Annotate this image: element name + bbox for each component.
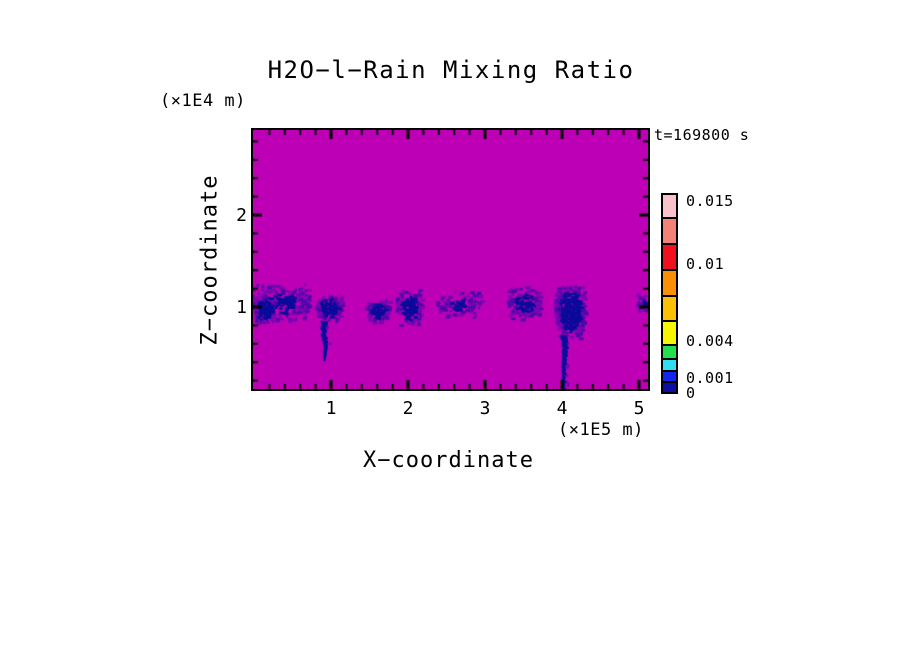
- heatmap-canvas: [253, 130, 648, 389]
- x-tick-label-2: 2: [402, 398, 414, 419]
- colorbar-label-0004: 0.004: [686, 332, 734, 350]
- colorbar-label-0: 0: [686, 384, 696, 402]
- colorbar-segment: [663, 320, 676, 344]
- z-tick-label-1: 1: [236, 297, 247, 318]
- colorbar-segment: [663, 195, 676, 217]
- z-axis-title: Z−coordinate: [197, 174, 223, 346]
- x-tick-label-4: 4: [556, 398, 568, 419]
- x-axis-unit-label: (×1E5 m): [558, 420, 644, 440]
- x-tick-label-1: 1: [325, 398, 337, 419]
- colorbar-label-0001: 0.001: [686, 369, 734, 387]
- colorbar-segment: [663, 269, 676, 295]
- x-tick-label-3: 3: [479, 398, 491, 419]
- x-tick-label-5: 5: [633, 398, 645, 419]
- colorbar-segment: [663, 217, 676, 243]
- z-tick-label-2: 2: [236, 205, 247, 226]
- colorbar-label-001: 0.01: [686, 255, 725, 273]
- colorbar-segment: [663, 344, 676, 358]
- x-axis-title: X−coordinate: [363, 448, 534, 473]
- colorbar-label-0015: 0.015: [686, 192, 734, 210]
- time-annotation: t=169800 s: [654, 126, 750, 144]
- colorbar-segment: [663, 358, 676, 370]
- plot-area: [251, 128, 650, 391]
- colorbar-segment: [663, 295, 676, 320]
- z-axis-unit-label: (×1E4 m): [160, 91, 246, 111]
- chart-title: H2O−l−Rain Mixing Ratio: [267, 56, 635, 84]
- colorbar-segment: [663, 370, 676, 381]
- colorbar-segment: [663, 381, 676, 392]
- colorbar: [661, 193, 678, 394]
- colorbar-segment: [663, 243, 676, 269]
